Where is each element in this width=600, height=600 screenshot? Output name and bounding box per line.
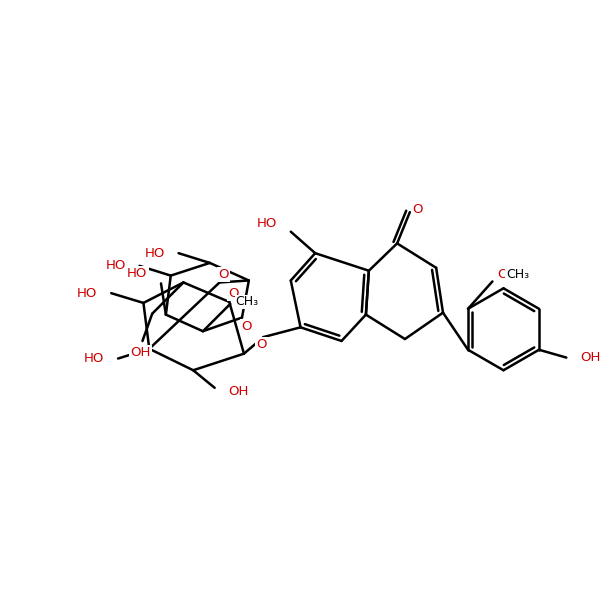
Text: O: O xyxy=(256,338,267,352)
Text: HO: HO xyxy=(257,217,277,230)
Text: O: O xyxy=(218,268,229,281)
Text: HO: HO xyxy=(77,287,98,299)
Text: HO: HO xyxy=(106,259,126,272)
Text: O: O xyxy=(228,287,238,299)
Text: OH: OH xyxy=(229,385,249,398)
Text: CH₃: CH₃ xyxy=(235,295,258,308)
Text: O: O xyxy=(242,320,252,333)
Text: OH: OH xyxy=(580,351,600,364)
Text: HO: HO xyxy=(145,247,165,260)
Text: O: O xyxy=(412,203,423,216)
Text: HO: HO xyxy=(84,352,104,365)
Text: OH: OH xyxy=(130,346,151,359)
Text: CH₃: CH₃ xyxy=(506,268,529,281)
Text: O: O xyxy=(497,268,508,281)
Text: HO: HO xyxy=(127,267,148,280)
